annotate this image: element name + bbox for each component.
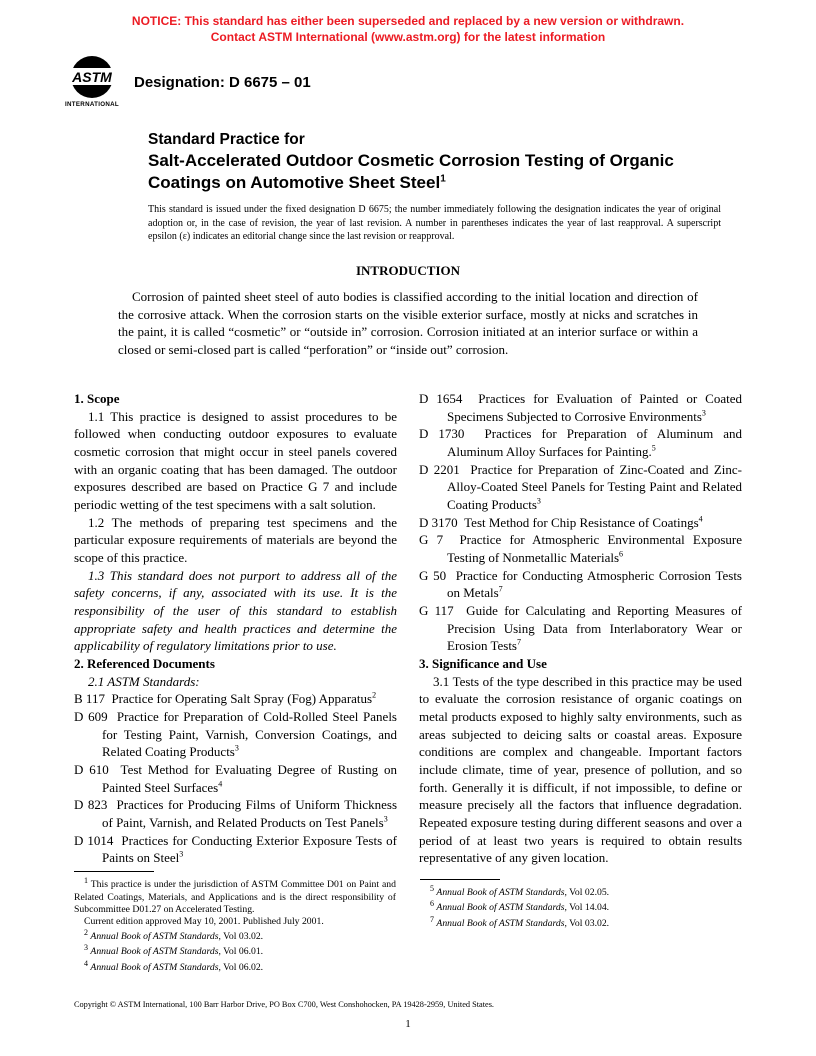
ref-item: G 117 Guide for Calculating and Reportin… [419, 602, 742, 655]
ref-item: D 3170 Test Method for Chip Resistance o… [419, 514, 742, 532]
notice-line1: NOTICE: This standard has either been su… [132, 14, 684, 28]
ref-item: D 610 Test Method for Evaluating Degree … [74, 761, 397, 796]
title-main-text: Salt-Accelerated Outdoor Cosmetic Corros… [148, 151, 674, 192]
issuance-text: This standard is issued under the fixed … [148, 204, 721, 242]
body-columns: 1. Scope 1.1 This practice is designed t… [74, 390, 742, 886]
footnote: 5 Annual Book of ASTM Standards, Vol 02.… [420, 884, 742, 899]
ref-item: D 1014 Practices for Conducting Exterior… [74, 832, 397, 867]
sig-3-1: 3.1 Tests of the type described in this … [419, 673, 742, 867]
scope-1-2: 1.2 The methods of preparing test specim… [74, 514, 397, 567]
astm-logo-icon: ASTM INTERNATIONAL [62, 55, 122, 109]
footnotes-right: 5 Annual Book of ASTM Standards, Vol 02.… [420, 879, 742, 930]
ref-item: G 50 Practice for Conducting Atmospheric… [419, 567, 742, 602]
footnote: 4 Annual Book of ASTM Standards, Vol 06.… [74, 959, 396, 974]
intro-heading: INTRODUCTION [0, 263, 816, 279]
refs-head: 2. Referenced Documents [74, 655, 397, 673]
ref-item: D 2201 Practice for Preparation of Zinc-… [419, 461, 742, 514]
title-main: Salt-Accelerated Outdoor Cosmetic Corros… [148, 150, 721, 194]
footnotes-left: 1 This practice is under the jurisdictio… [74, 871, 396, 974]
footnote: 3 Annual Book of ASTM Standards, Vol 06.… [74, 943, 396, 958]
footnote-rule-right [420, 879, 500, 880]
ref-item: D 823 Practices for Producing Films of U… [74, 796, 397, 831]
designation: Designation: D 6675 – 01 [134, 74, 311, 91]
footnotes-left-list: 1 This practice is under the jurisdictio… [74, 876, 396, 974]
scope-1-1: 1.1 This practice is designed to assist … [74, 408, 397, 514]
notice-line2: Contact ASTM International (www.astm.org… [211, 30, 605, 44]
footnote: 7 Annual Book of ASTM Standards, Vol 03.… [420, 915, 742, 930]
sig-head: 3. Significance and Use [419, 655, 742, 673]
copyright: Copyright © ASTM International, 100 Barr… [74, 1000, 742, 1009]
header: ASTM INTERNATIONAL Designation: D 6675 –… [62, 55, 311, 109]
notice-banner: NOTICE: This standard has either been su… [0, 14, 816, 45]
ref-item: G 7 Practice for Atmospheric Environment… [419, 531, 742, 566]
ref-item: D 1730 Practices for Preparation of Alum… [419, 425, 742, 460]
ref-item: D 609 Practice for Preparation of Cold-R… [74, 708, 397, 761]
scope-1-3: 1.3 This standard does not purport to ad… [74, 567, 397, 655]
footnotes-right-list: 5 Annual Book of ASTM Standards, Vol 02.… [420, 884, 742, 930]
ref-item: B 117 Practice for Operating Salt Spray … [74, 690, 397, 708]
ref-item: D 1654 Practices for Evaluation of Paint… [419, 390, 742, 425]
page-number: 1 [0, 1018, 816, 1030]
scope-head: 1. Scope [74, 390, 397, 408]
title-lead: Standard Practice for [148, 130, 721, 150]
footnote: 1 This practice is under the jurisdictio… [74, 876, 396, 916]
svg-text:INTERNATIONAL: INTERNATIONAL [65, 101, 119, 108]
footnote: 2 Annual Book of ASTM Standards, Vol 03.… [74, 928, 396, 943]
footnote: 6 Annual Book of ASTM Standards, Vol 14.… [420, 899, 742, 914]
title-sup: 1 [440, 173, 446, 184]
intro-body: Corrosion of painted sheet steel of auto… [118, 288, 698, 358]
footnote-rule-left [74, 871, 154, 872]
issuance-note: This standard is issued under the fixed … [148, 203, 721, 244]
footnote: Current edition approved May 10, 2001. P… [74, 916, 396, 928]
svg-text:ASTM: ASTM [71, 69, 112, 85]
refs-sub: 2.1 ASTM Standards: [74, 673, 397, 691]
title-block: Standard Practice for Salt-Accelerated O… [148, 130, 721, 193]
